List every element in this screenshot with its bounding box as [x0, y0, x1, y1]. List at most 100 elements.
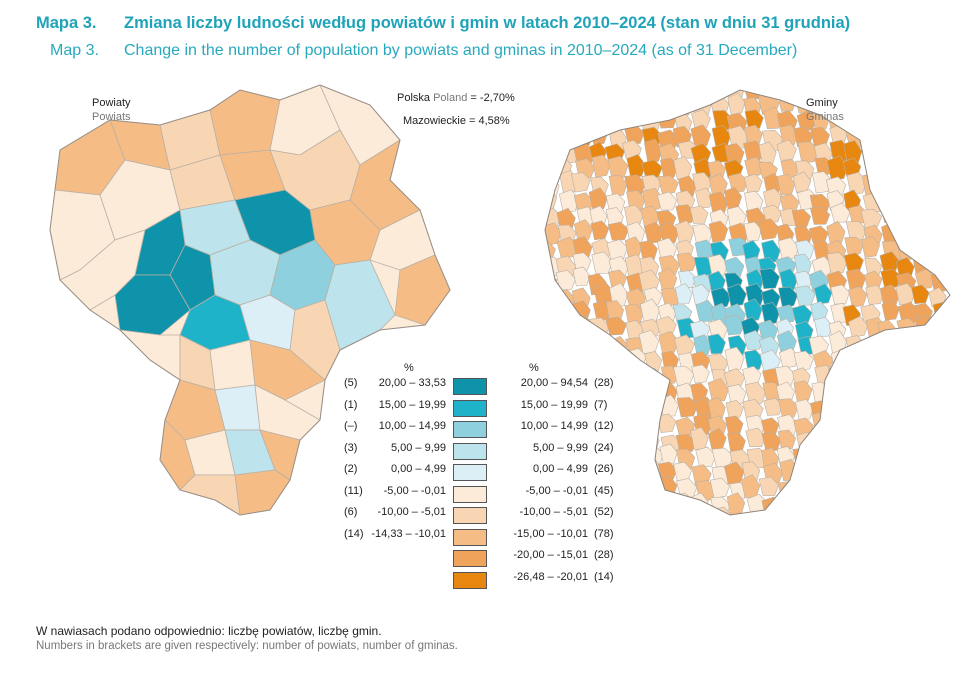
map-title-pl: Mapa 3. Zmiana liczby ludności według pow…: [36, 14, 850, 33]
gmina-area: [916, 172, 937, 193]
gmina-area: [880, 333, 899, 356]
legend-powiat-count: (11): [344, 484, 363, 497]
gmina-area: [863, 93, 884, 111]
gmina-area: [843, 252, 864, 272]
gmina-area: [896, 129, 915, 149]
legend-row: (2) 0,00 – 4,99 0,00 – 4,99 (26): [0, 463, 975, 483]
legend-powiat-range: -5,00 – -0,01: [383, 484, 446, 497]
gmina-area: [711, 125, 732, 148]
gmina-area: [844, 236, 865, 256]
gmina-area: [724, 314, 745, 336]
gmina-area: [931, 186, 950, 208]
gmina-area: [912, 348, 933, 370]
legend-row: (14) -14,33 – -10,01 -15,00 – -10,01 (78): [0, 528, 975, 548]
gmina-area: [674, 283, 693, 304]
gmina-area: [590, 125, 608, 145]
legend-powiat-range: 10,00 – 14,99: [378, 420, 446, 432]
gmina-area: [556, 347, 575, 369]
gmina-area: [948, 142, 950, 166]
gmina-area: [778, 286, 799, 308]
gmina-area: [710, 287, 732, 309]
gmina-area: [913, 113, 934, 136]
gmina-area: [894, 93, 914, 112]
legend-color-swatch: [453, 442, 487, 460]
gmina-area: [777, 429, 796, 451]
gmina-area: [944, 90, 950, 99]
legend-powiat-count: (3): [344, 441, 358, 454]
gmina-area: [605, 316, 628, 336]
legend-gmina-count: (28): [594, 549, 614, 561]
footnote-en: Numbers in brackets are given respective…: [36, 640, 458, 652]
gmina-area: [590, 93, 611, 114]
gmina-area: [675, 220, 695, 243]
gmina-area: [545, 95, 556, 118]
gmina-area: [777, 91, 797, 112]
gmina-area: [793, 380, 813, 403]
gmina-area: [742, 240, 761, 262]
gmina-area: [895, 282, 916, 306]
gmina-area: [830, 284, 850, 305]
gmina-area: [945, 107, 950, 129]
gmina-area: [724, 186, 743, 210]
gmina-area: [639, 240, 658, 262]
gmina-area: [759, 349, 781, 374]
gmina-area: [912, 96, 933, 120]
gmina-area: [949, 127, 950, 148]
gmina-area: [689, 205, 709, 224]
gmina-area: [590, 348, 609, 373]
gmina-area: [878, 110, 897, 133]
gmina-area: [657, 191, 678, 211]
gmina-area: [860, 208, 883, 229]
legend-powiat-range: -14,33 – -10,01: [371, 527, 446, 540]
gmina-area: [692, 223, 713, 245]
gmina-area: [848, 286, 868, 308]
legend-powiat-range: -10,00 – -5,01: [377, 506, 447, 518]
legend-powiat-range: 15,00 – 19,99: [378, 398, 446, 411]
gmina-area: [863, 349, 885, 369]
gmina-area: [605, 90, 625, 103]
gmina-area: [640, 205, 660, 228]
gmina-area: [930, 224, 950, 246]
gmina-area: [607, 155, 629, 180]
gmina-area: [554, 94, 576, 116]
gmina-area: [758, 141, 777, 165]
legend-gmina-count: (45): [594, 484, 614, 497]
gmina-area: [794, 285, 816, 306]
gmina-area: [624, 303, 644, 325]
gmina-area: [826, 252, 848, 274]
gmina-area: [775, 90, 794, 97]
gmina-area: [894, 334, 917, 359]
legend-gmina-count: (26): [594, 463, 614, 475]
legend-color-swatch: [453, 378, 487, 395]
map-number-pl: Mapa 3.: [36, 14, 97, 32]
gmina-area: [928, 144, 949, 165]
gmina-area: [624, 236, 643, 259]
legend-gmina-count: (14): [594, 570, 614, 583]
gmina-area: [643, 138, 663, 164]
gmina-area: [914, 315, 936, 340]
gmina-area: [623, 107, 643, 127]
gmina-area: [707, 353, 729, 374]
gmina-area: [945, 95, 950, 117]
powiat-area: [119, 329, 181, 381]
legend-color-swatch: [453, 571, 487, 589]
gmina-area: [709, 90, 730, 96]
gmina-area: [793, 253, 812, 276]
gmina-area: [948, 274, 950, 296]
gmina-area: [724, 346, 745, 371]
gmina-area: [588, 90, 607, 99]
gmina-area: [896, 241, 915, 261]
gmina-area: [691, 109, 711, 130]
poland-label-pl: Polska: [397, 92, 431, 104]
gmina-area: [573, 219, 593, 241]
gmina-area: [727, 431, 746, 455]
gmina-area: [946, 252, 950, 277]
powiats-map: [49, 84, 451, 516]
gmina-area: [727, 92, 746, 116]
gmina-area: [830, 202, 851, 223]
legend-gmina-count: (12): [594, 420, 614, 432]
gmina-area: [743, 173, 763, 193]
gmina-area: [557, 123, 578, 144]
gmina-area: [643, 221, 664, 244]
legend-gmina-range: -26,48 – -20,01: [513, 570, 588, 583]
